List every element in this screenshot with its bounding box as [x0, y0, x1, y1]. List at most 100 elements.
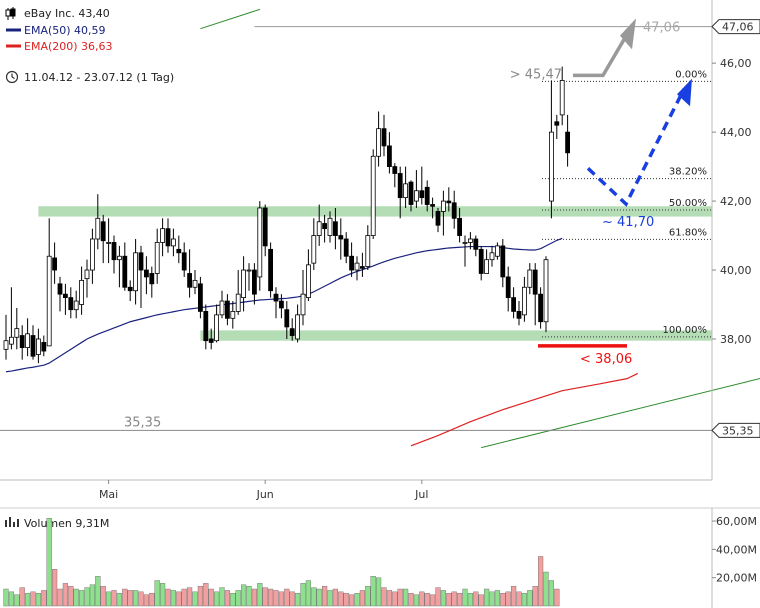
volume-bar-30	[165, 588, 171, 607]
volume-label: Volumen 9,31M	[24, 517, 109, 530]
candle-body-67	[365, 235, 371, 267]
candle-body-17	[95, 217, 101, 240]
volume-bar-6	[35, 593, 42, 607]
candle-body-48	[262, 207, 268, 247]
volume-bar-85	[462, 588, 468, 607]
candle-body-35	[192, 279, 198, 288]
volume-bar-91	[494, 590, 501, 607]
y-tick-label-3: 44,00	[720, 126, 752, 139]
volume-bar-52	[284, 588, 290, 607]
candle-body-89	[484, 259, 490, 274]
candle-body-50	[273, 293, 279, 302]
volume-bar-9	[52, 569, 58, 607]
candle-body-46	[251, 269, 257, 295]
candle-body-26	[143, 269, 149, 278]
volume-bar-59	[322, 585, 328, 607]
volume-bar-28	[154, 580, 160, 607]
candle-body-5	[30, 335, 36, 357]
candle-body-82	[446, 200, 452, 204]
fib-label-0: 0.00%	[675, 69, 707, 80]
zone-1	[200, 330, 712, 341]
x-tick-label-0: Mai	[99, 488, 118, 501]
volume-bar-101	[548, 580, 555, 607]
volume-bar-56	[305, 580, 312, 607]
candle-body-95	[516, 311, 522, 319]
candle-body-51	[278, 300, 284, 309]
volume-bar-93	[505, 591, 511, 607]
volume-bar-38	[208, 588, 214, 607]
candle-body-10	[57, 283, 63, 295]
volume-bar-1	[8, 591, 15, 607]
volume-bar-75	[408, 593, 414, 607]
volume-bar-67	[365, 585, 371, 607]
candle-body-42	[230, 311, 236, 319]
volume-bar-7	[41, 590, 47, 607]
volume-bar-2	[14, 594, 20, 607]
y-tag-label-1: 35,35	[722, 424, 754, 437]
volume-bar-62	[338, 591, 344, 607]
candle-body-41	[224, 300, 230, 319]
price-axis-tags: 47,06 35,35	[711, 19, 760, 438]
candle-body-40	[219, 300, 225, 316]
candle-body-37	[203, 311, 209, 342]
candle-body-99	[538, 293, 543, 323]
candle-body-14	[79, 279, 84, 305]
target-arrow-line	[573, 31, 630, 78]
volume-bar-23	[127, 590, 133, 607]
candle-body-62	[338, 235, 344, 240]
volume-bar-40	[219, 587, 225, 607]
candle-body-7	[41, 342, 47, 352]
candle-body-92	[500, 245, 506, 278]
candle-body-64	[349, 255, 355, 271]
legend-ema50: EMA(50) 40,59	[24, 24, 106, 37]
volume-bar-71	[386, 590, 393, 607]
candle-body-87	[473, 238, 479, 250]
trend-lines	[0, 8, 760, 449]
candle-body-103	[559, 80, 565, 116]
volume-bar-102	[554, 588, 560, 607]
candle-body-91	[494, 245, 500, 257]
volume-bar-82	[446, 593, 452, 607]
volume-bar-55	[300, 583, 306, 607]
candle-body-29	[160, 228, 166, 243]
target-label: 47,06	[643, 21, 680, 36]
volume-bar-32	[176, 591, 182, 607]
candle-body-94	[511, 297, 517, 312]
candle-body-45	[246, 269, 252, 272]
volume-bar-5	[30, 591, 36, 607]
volume-bar-65	[354, 593, 360, 607]
volume-bar-57	[311, 587, 317, 607]
candle-body-16	[90, 238, 95, 271]
volume-bar-64	[349, 594, 355, 607]
volume-bar-94	[511, 585, 517, 607]
candle-body-75	[408, 181, 414, 205]
candle-body-60	[327, 217, 333, 236]
volume-bar-34	[186, 587, 193, 607]
volume-bar-12	[68, 585, 74, 607]
legend-title: eBay Inc. 43,40	[24, 7, 110, 20]
vol-tick-label-1: 40,00M	[716, 543, 757, 556]
candle-body-0	[3, 340, 9, 350]
candle-body-25	[138, 252, 144, 271]
candle-body-76	[413, 190, 419, 202]
volume-bar-70	[381, 587, 387, 607]
legend-period: 11.04.12 - 23.07.12 (1 Tag)	[24, 71, 174, 84]
target-arrow-head	[620, 18, 636, 50]
volume-bar-49	[268, 588, 274, 607]
volume-bar-29	[159, 583, 166, 607]
volume-bar-99	[538, 556, 544, 607]
candle-body-43	[235, 293, 241, 312]
volume-bar-11	[62, 583, 69, 607]
volume-bar-66	[359, 590, 366, 607]
candle-body-24	[133, 252, 139, 292]
volume-bar-89	[484, 588, 490, 607]
volume-bar-72	[392, 591, 398, 607]
candle-body-2	[14, 328, 20, 338]
y-tick-label-0: 38,00	[720, 333, 752, 346]
price-axis-ticks: 38,00 40,00 42,00 44,00 46,00	[712, 57, 752, 346]
candle-body-79	[430, 204, 436, 207]
candle-body-63	[343, 238, 349, 257]
fib-label-1: 38.20%	[669, 167, 707, 178]
trend-line-1	[200, 8, 260, 30]
